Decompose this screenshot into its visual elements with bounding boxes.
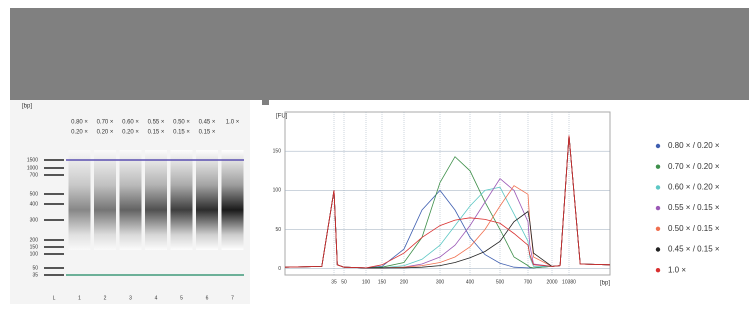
ladder-label: 35 [32, 272, 38, 278]
lane-label: 7 [231, 295, 234, 301]
ladder-label: 200 [30, 237, 39, 243]
x-tick-label: 35 [331, 279, 337, 285]
lane-header: 0.70 × [97, 120, 114, 126]
lane-header: 0.55 × [148, 120, 165, 126]
lane-label: 6 [206, 295, 209, 301]
x-tick-label: 2000 [546, 279, 557, 285]
y-axis-label: [FU] [276, 114, 288, 120]
banner-notch [262, 100, 269, 105]
lane-header: 0.20 × [97, 130, 114, 136]
x-axis-label: [bp] [600, 281, 610, 287]
figure: [bp]L12345671500100070050040030020015010… [0, 0, 749, 304]
lane-label: 2 [104, 295, 107, 301]
x-tick-label: 10380 [562, 279, 576, 285]
banner [10, 8, 749, 100]
legend-swatch [656, 227, 660, 231]
legend: 0.80 × / 0.20 × 0.70 × / 0.20 × 0.60 × / 0… [656, 141, 720, 274]
legend-swatch [656, 144, 660, 148]
ladder-label: 1500 [27, 157, 38, 163]
ladder-label: 700 [30, 172, 39, 178]
ladder-label: 50 [32, 265, 38, 271]
lane-smear [196, 150, 218, 250]
lane-label: L [53, 295, 56, 301]
lane-header: 0.20 × [122, 130, 139, 136]
lane-smear [94, 150, 116, 250]
x-tick-label: 150 [378, 279, 387, 285]
ladder-label: 300 [30, 217, 39, 223]
legend-label: 0.50 × / 0.15 × [668, 224, 720, 233]
ladder-label: 500 [30, 191, 39, 197]
ladder-label: 150 [30, 244, 39, 250]
lane-smear [171, 150, 193, 250]
x-tick-label: 100 [362, 279, 371, 285]
legend-swatch [656, 185, 660, 189]
y-tick-label: 0 [278, 266, 281, 272]
lane-header: 0.50 × [173, 120, 190, 126]
ladder-label: 400 [30, 201, 39, 207]
lane-header: 0.15 × [199, 130, 216, 136]
lane-label: 1 [78, 295, 81, 301]
lane-smear [69, 150, 91, 250]
lane-header: 0.15 × [173, 130, 190, 136]
lane-header: 0.20 × [71, 130, 88, 136]
x-tick-label: 200 [400, 279, 409, 285]
ladder-label: 100 [30, 251, 39, 257]
legend-label: 0.55 × / 0.15 × [668, 203, 720, 212]
ladder-label: 1000 [27, 165, 38, 171]
y-tick-label: 50 [275, 227, 281, 233]
legend-swatch [656, 206, 660, 210]
lane-header: 0.15 × [148, 130, 165, 136]
legend-swatch [656, 247, 660, 251]
lane-label: 3 [129, 295, 132, 301]
x-tick-label: 400 [466, 279, 475, 285]
lane-smear [145, 150, 167, 250]
legend-label: 0.70 × / 0.20 × [668, 162, 720, 171]
y-tick-label: 100 [273, 188, 282, 194]
legend-label: 1.0 × [668, 265, 686, 274]
lane-header: 1.0 × [226, 120, 240, 126]
legend-label: 0.80 × / 0.20 × [668, 141, 720, 150]
y-tick-label: 150 [273, 149, 282, 155]
lane-header: 0.60 × [122, 120, 139, 126]
legend-swatch [656, 165, 660, 169]
lane-label: 5 [180, 295, 183, 301]
x-tick-label: 300 [436, 279, 445, 285]
legend-label: 0.45 × / 0.15 × [668, 245, 720, 254]
lane-header: 0.45 × [199, 120, 216, 126]
lane-label: 4 [155, 295, 158, 301]
gel-y-label: [bp] [22, 104, 32, 110]
x-tick-label: 500 [496, 279, 505, 285]
legend-swatch [656, 268, 660, 272]
lane-smear [222, 150, 244, 250]
lane-header: 0.80 × [71, 120, 88, 126]
x-tick-label: 50 [341, 279, 347, 285]
lane-smear [120, 150, 142, 250]
x-tick-label: 700 [524, 279, 533, 285]
legend-label: 0.60 × / 0.20 × [668, 183, 720, 192]
